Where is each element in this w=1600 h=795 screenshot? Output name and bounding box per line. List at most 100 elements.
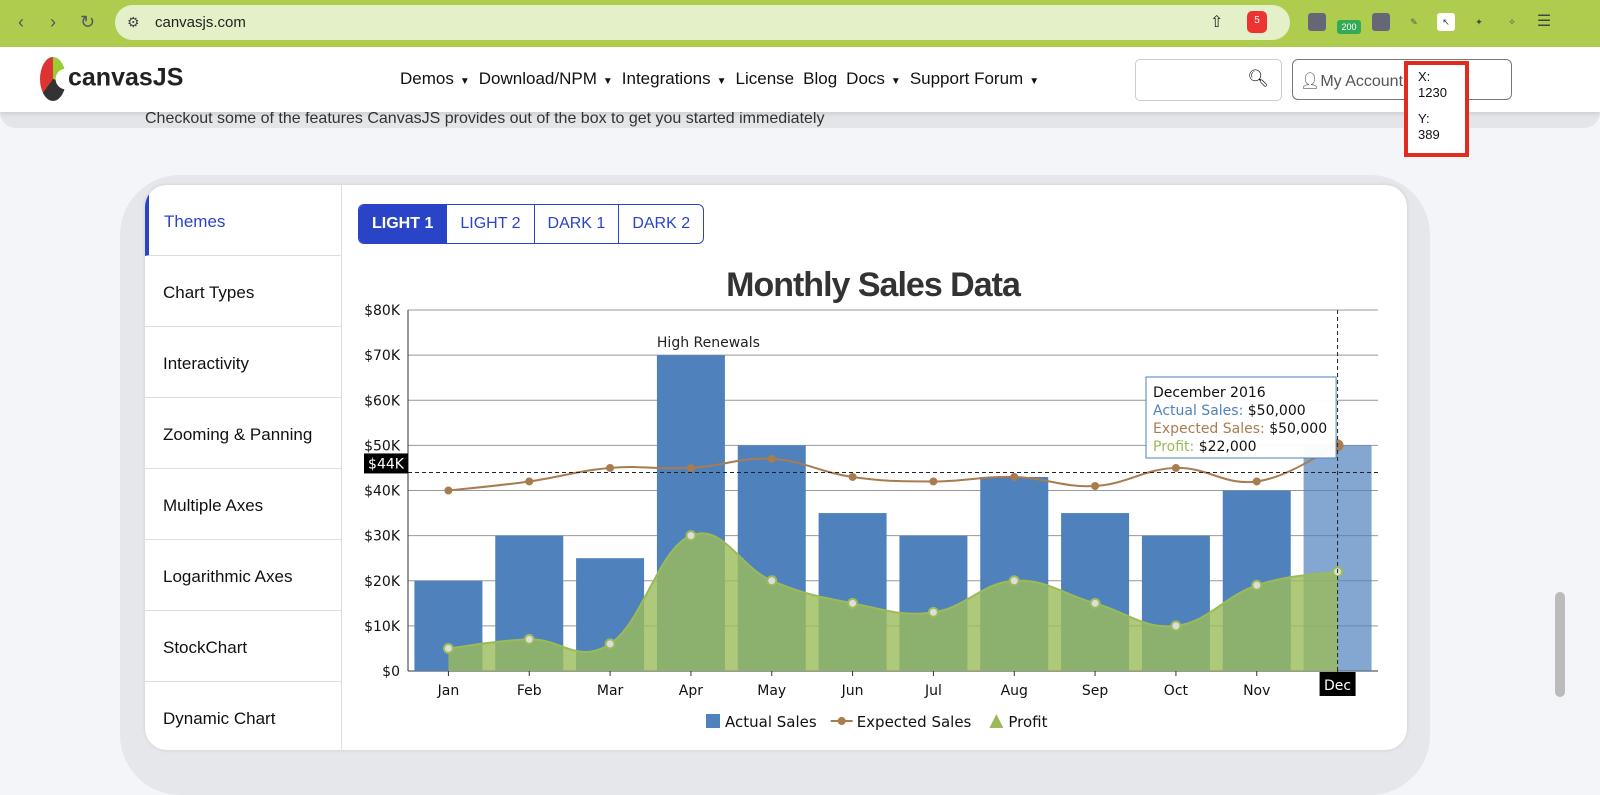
brave-shield-icon[interactable]: 5 xyxy=(1247,11,1267,33)
main-nav: Demos ▼ Download/NPM ▼ Integrations ▼ Licen… xyxy=(400,69,1039,89)
pen-extension-icon[interactable]: ✎ xyxy=(1410,17,1418,27)
nav-blog[interactable]: Blog xyxy=(803,69,838,88)
reload-icon[interactable]: ↻ xyxy=(80,12,96,32)
extension-badge[interactable]: 200 xyxy=(1337,20,1361,34)
x-tick-label: Jan xyxy=(437,683,460,699)
crosshair-x-label: Dec xyxy=(1324,678,1351,694)
selenium-extension-icon[interactable] xyxy=(1372,13,1390,31)
y-tick-label: $50K xyxy=(364,438,401,454)
caret-down-icon: ▼ xyxy=(459,76,470,87)
nav-support-forum[interactable]: Support Forum ▼ xyxy=(909,69,1040,88)
caret-down-icon: ▼ xyxy=(602,76,613,87)
tracker-y-label: Y: xyxy=(1418,111,1430,126)
search-icon[interactable]: 🔍︎ xyxy=(1247,69,1269,88)
legend-marker-expected-point xyxy=(837,717,846,725)
profit-point xyxy=(927,606,939,618)
site-header: canvasJS Demos ▼ Download/NPM ▼ Integratio… xyxy=(0,47,1600,112)
tab-light-1[interactable]: LIGHT 1 xyxy=(359,205,448,243)
nav-integrations[interactable]: Integrations ▼ xyxy=(621,69,727,88)
y-tick-label: $0 xyxy=(382,664,400,680)
sidebar-item-chart-types[interactable]: Chart Types xyxy=(145,256,341,327)
tracker-x-label: X: xyxy=(1418,69,1431,84)
x-tick-label: Mar xyxy=(597,683,624,699)
nav-download[interactable]: Download/NPM ▼ xyxy=(478,69,613,88)
tooltip-row: Actual Sales: $50,000 xyxy=(1153,403,1306,419)
nav-license[interactable]: License xyxy=(735,69,795,88)
logo-text: canvasJS xyxy=(68,63,184,92)
menu-icon[interactable]: ☰ xyxy=(1536,13,1552,30)
tab-light-2[interactable]: LIGHT 2 xyxy=(447,205,535,243)
sidebar-item-interactivity[interactable]: Interactivity xyxy=(145,327,341,398)
expected-sales-point xyxy=(686,463,695,472)
tracker-y-value: 389 xyxy=(1418,127,1440,142)
sparkle-icon[interactable]: ✧ xyxy=(1508,17,1516,27)
x-tick-label: Oct xyxy=(1164,683,1189,699)
y-tick-label: $40K xyxy=(364,484,401,500)
legend-item: Actual Sales xyxy=(725,713,817,731)
puzzle-icon[interactable]: ✦ xyxy=(1475,17,1483,27)
theme-tabs: LIGHT 1 LIGHT 2 DARK 1 DARK 2 xyxy=(358,204,705,244)
profit-point xyxy=(523,633,535,645)
expected-sales-point xyxy=(767,454,776,463)
tooltip-title: December 2016 xyxy=(1153,385,1266,401)
url-text: canvasjs.com xyxy=(155,14,246,31)
sidebar-item-themes[interactable]: Themes xyxy=(145,185,341,256)
sidebar-item-log-axes[interactable]: Logarithmic Axes xyxy=(145,540,341,611)
sidebar-item-dynamic-chart[interactable]: Dynamic Chart xyxy=(145,682,341,750)
profit-point xyxy=(1008,575,1020,587)
extension-icon[interactable] xyxy=(1308,13,1326,31)
sidebar-item-multiple-axes[interactable]: Multiple Axes xyxy=(145,469,341,540)
caret-down-icon: ▼ xyxy=(890,76,901,87)
back-icon[interactable]: ‹ xyxy=(18,12,24,32)
expected-sales-point xyxy=(525,477,534,486)
chart-title: Monthly Sales Data xyxy=(726,266,1022,304)
nav-demos[interactable]: Demos ▼ xyxy=(400,69,470,88)
account-label: My Account xyxy=(1320,73,1404,90)
expected-sales-point xyxy=(1252,477,1261,486)
profit-point xyxy=(442,642,454,654)
browser-toolbar: ‹ › ↻ ⚙ canvasjs.com ⇧ 5 200 ✎ ↖ ✦ ✧ ☰ xyxy=(0,0,1600,47)
tooltip-box xyxy=(1145,376,1337,459)
x-tick-label: May xyxy=(757,683,786,699)
coordinate-tracker: X: 1230 Y: 389 xyxy=(1404,61,1469,157)
crosshair-y-label: $44K xyxy=(368,456,405,472)
my-account-button[interactable]: 👤︎My Account xyxy=(1292,59,1512,100)
crosshair-x-label-bg xyxy=(1319,672,1356,696)
x-tick-label: Nov xyxy=(1243,683,1270,699)
legend-marker-actual-sales xyxy=(706,714,720,728)
expected-sales-point xyxy=(848,472,857,481)
expected-sales-point xyxy=(1171,463,1180,472)
profit-point xyxy=(1251,579,1263,591)
canvasjs-logo[interactable]: canvasJS xyxy=(40,57,183,101)
header-shadow-band xyxy=(0,112,1600,128)
legend-marker-profit xyxy=(989,714,1004,728)
logo-icon xyxy=(40,57,66,101)
tab-dark-1[interactable]: DARK 1 xyxy=(535,205,620,243)
user-icon: 👤︎ xyxy=(1300,73,1321,90)
site-settings-icon[interactable]: ⚙ xyxy=(127,14,140,30)
page-scrollbar[interactable] xyxy=(1555,592,1565,697)
x-tick-label: Jul xyxy=(924,683,942,699)
profit-point xyxy=(685,530,697,542)
expected-sales-line xyxy=(448,444,1338,492)
index-label-annotation: High Renewals xyxy=(657,335,760,351)
tooltip-row: Profit: $22,000 xyxy=(1153,439,1257,455)
search-input[interactable]: 🔍︎ xyxy=(1135,59,1282,101)
expected-sales-point xyxy=(444,486,453,495)
x-tick-label: Aug xyxy=(1001,683,1028,699)
expected-sales-point xyxy=(929,477,938,486)
tab-dark-2[interactable]: DARK 2 xyxy=(632,215,691,232)
expected-sales-point xyxy=(1091,481,1100,490)
forward-icon[interactable]: › xyxy=(50,12,56,32)
share-icon[interactable]: ⇧ xyxy=(1210,14,1224,31)
y-tick-label: $80K xyxy=(364,303,401,319)
profit-area xyxy=(448,533,1338,671)
sidebar-item-stockchart[interactable]: StockChart xyxy=(145,611,341,682)
caret-down-icon: ▼ xyxy=(716,76,727,87)
cursor-extension-icon[interactable]: ↖ xyxy=(1437,13,1455,31)
caret-down-icon: ▼ xyxy=(1029,76,1040,87)
sidebar-item-zooming[interactable]: Zooming & Panning xyxy=(145,398,341,469)
address-bar[interactable]: ⚙ canvasjs.com ⇧ 5 xyxy=(115,5,1290,40)
nav-docs[interactable]: Docs ▼ xyxy=(846,69,901,88)
